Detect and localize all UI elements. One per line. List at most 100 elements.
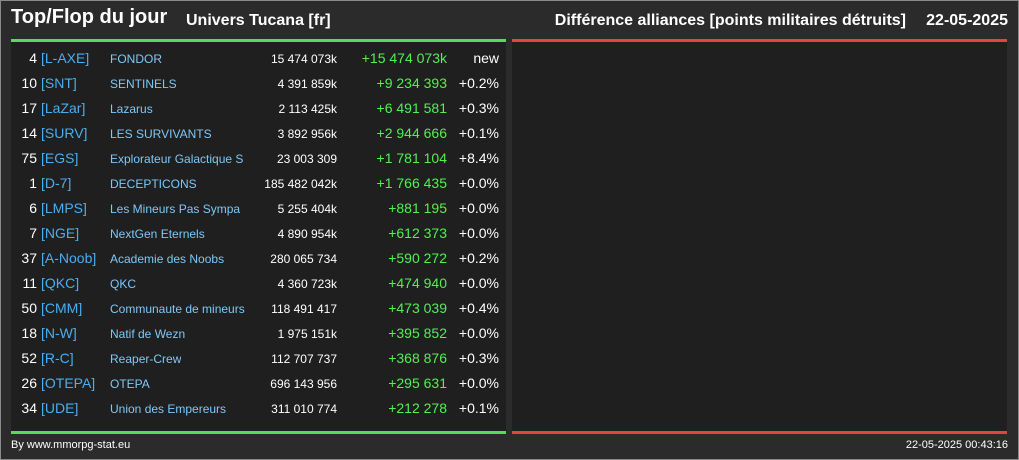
rank: 75 [21,150,37,166]
percent: +8.4% [458,150,499,166]
metric-label: Différence alliances [points militaires … [554,12,906,29]
alliance-name[interactable]: OTEPA [110,377,150,391]
percent: +0.0% [458,175,499,191]
alliance-name[interactable]: FONDOR [110,52,162,66]
rank: 52 [21,350,37,366]
alliance-tag[interactable]: [R-C] [41,350,74,366]
percent: +0.0% [458,225,499,241]
alliance-tag[interactable]: [QKC] [41,275,80,291]
difference: +473 039 [388,300,447,316]
alliance-name[interactable]: Les Mineurs Pas Sympa [110,202,241,216]
rank: 14 [21,125,37,141]
list-item: 18 [N-W] Natif de Wezn 1 975 151k +395 8… [11,322,506,347]
percent: +0.0% [458,200,499,216]
alliance-name[interactable]: Academie des Noobs [110,252,225,266]
flop-panel-bottom-bar [512,431,1007,434]
alliance-name[interactable]: LES SURVIVANTS [110,127,212,141]
difference: +590 272 [388,250,447,266]
percent: +0.0% [458,375,499,391]
difference: +474 940 [388,275,447,291]
alliance-name[interactable]: DECEPTICONS [110,177,197,191]
list-item: 14 [SURV] LES SURVIVANTS 3 892 956k +2 9… [11,122,506,147]
difference: +395 852 [388,325,447,341]
source-link[interactable]: By www.mmorpg-stat.eu [11,439,131,451]
percent: +0.3% [458,100,499,116]
rank: 17 [21,100,37,116]
difference: +6 491 581 [376,100,447,116]
rank: 11 [22,275,37,291]
points: 112 707 737 [271,352,337,366]
rank: 26 [21,375,37,391]
list-item: 1 [D-7] DECEPTICONS 185 482 042k +1 766 … [11,172,506,197]
points: 4 890 954k [277,227,337,241]
percent: +0.1% [458,400,499,416]
top-panel [11,42,506,432]
alliance-tag[interactable]: [SURV] [41,125,88,141]
alliance-name[interactable]: QKC [110,277,137,291]
flop-panel [512,42,1007,432]
rank: 4 [29,50,37,66]
list-item: 37 [A-Noob] Academie des Noobs 280 065 7… [11,247,506,272]
list-item: 6 [LMPS] Les Mineurs Pas Sympa 5 255 404… [11,197,506,222]
alliance-tag[interactable]: [OTEPA] [41,375,96,391]
points: 118 491 417 [271,302,337,316]
difference: +1 766 435 [376,175,447,191]
difference: +212 278 [388,400,447,416]
alliance-tag[interactable]: [CMM] [41,300,83,316]
alliance-tag[interactable]: [L-AXE] [41,50,90,66]
percent: +0.3% [458,350,499,366]
list-item: 50 [CMM] Communaute de mineurs 118 491 4… [11,297,506,322]
points: 5 255 404k [277,202,337,216]
difference: +1 781 104 [376,150,447,166]
alliance-tag[interactable]: [N-W] [41,325,77,341]
alliance-tag[interactable]: [UDE] [41,400,79,416]
alliance-name[interactable]: Communaute de mineurs [110,302,245,316]
date-label: 22-05-2025 [926,12,1008,29]
alliance-name[interactable]: Lazarus [110,102,153,116]
generated-timestamp: 22-05-2025 00:43:16 [905,439,1008,451]
alliance-tag[interactable]: [A-Noob] [41,250,97,266]
rank: 10 [21,75,37,91]
list-item: 17 [LaZar] Lazarus 2 113 425k +6 491 581… [11,97,506,122]
alliance-tag[interactable]: [EGS] [41,150,79,166]
rank: 34 [21,400,37,416]
percent: +0.0% [458,275,499,291]
alliance-name[interactable]: Explorateur Galactique S [110,152,244,166]
difference: +368 876 [388,350,447,366]
rank: 6 [29,200,37,216]
difference: +9 234 393 [376,75,447,91]
alliance-name[interactable]: Natif de Wezn [110,327,186,341]
alliance-tag[interactable]: [LaZar] [41,100,86,116]
points: 280 065 734 [270,252,337,266]
difference: +2 944 666 [376,125,447,141]
alliance-tag[interactable]: [NGE] [41,225,80,241]
points: 23 003 309 [276,152,337,166]
alliance-name[interactable]: NextGen Eternels [110,227,205,241]
top-panel-bottom-bar [11,431,506,434]
points: 696 143 956 [270,377,337,391]
alliance-name[interactable]: Reaper-Crew [110,352,182,366]
alliance-tag[interactable]: [D-7] [41,175,72,191]
points: 4 391 859k [277,77,337,91]
rank: 1 [29,175,37,191]
percent: +0.0% [458,325,499,341]
list-item: 10 [SNT] SENTINELS 4 391 859k +9 234 393… [11,72,506,97]
points: 311 010 774 [271,402,337,416]
alliance-tag[interactable]: [SNT] [41,75,77,91]
percent: +0.2% [458,75,499,91]
difference: +15 474 073k [361,50,447,66]
alliance-tag[interactable]: [LMPS] [41,200,87,216]
page-title: Top/Flop du jour [11,6,168,28]
points: 185 482 042k [264,177,337,191]
list-item: 75 [EGS] Explorateur Galactique S 23 003… [11,147,506,172]
difference: +295 631 [388,375,447,391]
percent: +0.1% [458,125,499,141]
alliance-name[interactable]: Union des Empereurs [110,402,227,416]
points: 3 892 956k [277,127,337,141]
alliance-name[interactable]: SENTINELS [110,77,177,91]
list-item: 26 [OTEPA] OTEPA 696 143 956 +295 631 +0… [11,372,506,397]
top-panel-top-bar [11,39,506,42]
list-item: 11 [QKC] QKC 4 360 723k +474 940 +0.0% [11,272,506,297]
difference: +881 195 [388,200,447,216]
percent: +0.2% [458,250,499,266]
